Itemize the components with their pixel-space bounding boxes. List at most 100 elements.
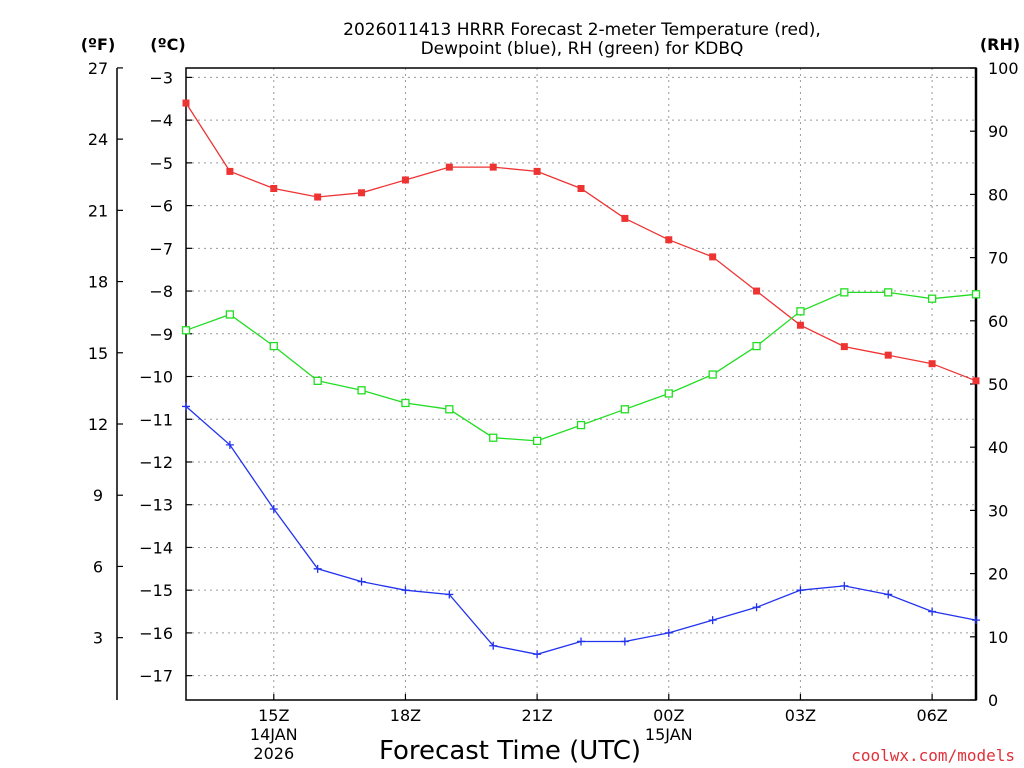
rh-tick-label: 10 bbox=[988, 628, 1008, 647]
rh-tick-label: 90 bbox=[988, 122, 1008, 141]
credit-text: coolwx.com/models bbox=[851, 746, 1015, 765]
temperature-point bbox=[884, 351, 892, 359]
data-series bbox=[181, 99, 981, 659]
fahrenheit-axis-unit: (ºF) bbox=[81, 35, 116, 54]
temperature-point bbox=[840, 343, 848, 351]
celsius-tick-label: −12 bbox=[139, 453, 173, 472]
celsius-tick-label: −6 bbox=[149, 197, 173, 216]
temperature-point bbox=[928, 360, 936, 368]
fahrenheit-tick-label: 15 bbox=[88, 344, 108, 363]
rh-line bbox=[185, 291, 977, 442]
rh-tick-label: 100 bbox=[988, 59, 1019, 78]
celsius-tick-label: −9 bbox=[149, 325, 173, 344]
dewpoint-point bbox=[708, 616, 717, 625]
fahrenheit-tick-label: 24 bbox=[88, 130, 108, 149]
dewpoint-point bbox=[182, 402, 190, 411]
rh-tick-label: 60 bbox=[988, 312, 1008, 331]
x-tick-label: 15Z bbox=[258, 706, 289, 725]
dewpoint-point bbox=[357, 577, 366, 586]
temperature-point bbox=[270, 185, 278, 193]
dewpoint-point bbox=[313, 564, 322, 573]
temperature-point bbox=[445, 163, 453, 171]
x-tick-label: 00Z bbox=[653, 706, 684, 725]
temperature-point bbox=[972, 377, 980, 385]
dewpoint-point bbox=[796, 586, 805, 595]
dewpoint-point bbox=[401, 586, 410, 595]
dewpoint-point bbox=[840, 581, 849, 590]
x-tick-label: 03Z bbox=[785, 706, 816, 725]
temperature-point bbox=[314, 193, 322, 201]
grid-lines bbox=[186, 68, 976, 700]
rh-point bbox=[313, 376, 322, 385]
celsius-tick-label: −16 bbox=[139, 624, 173, 643]
x-tick-label: 21Z bbox=[521, 706, 552, 725]
temperature-point bbox=[533, 167, 541, 175]
dewpoint-point bbox=[225, 440, 234, 449]
dewpoint-point bbox=[884, 590, 893, 599]
temperature-point bbox=[358, 189, 366, 197]
temperature-point bbox=[753, 287, 761, 295]
celsius-tick-label: −4 bbox=[149, 111, 173, 130]
rh-tick-label: 80 bbox=[988, 185, 1008, 204]
rh-point bbox=[576, 420, 586, 430]
rh-axis-unit: (RH) bbox=[980, 35, 1020, 54]
dewpoint-point bbox=[928, 607, 937, 616]
dewpoint-point bbox=[445, 590, 454, 599]
temperature-point bbox=[665, 236, 673, 244]
rh-point bbox=[708, 370, 717, 379]
temperature-line bbox=[185, 102, 977, 382]
rh-point bbox=[971, 290, 981, 299]
celsius-tick-label: −3 bbox=[149, 68, 173, 87]
celsius-tick-label: −5 bbox=[149, 154, 173, 173]
temperature-point bbox=[796, 321, 804, 329]
rh-point bbox=[927, 294, 937, 303]
dewpoint-point bbox=[533, 650, 542, 659]
fahrenheit-tick-label: 6 bbox=[93, 557, 103, 576]
dewpoint-point bbox=[664, 628, 673, 637]
rh-point bbox=[489, 433, 498, 442]
dewpoint-point bbox=[489, 641, 498, 650]
chart-title-line-2: Dewpoint (blue), RH (green) for KDBQ bbox=[421, 39, 744, 59]
rh-point bbox=[401, 398, 410, 408]
x-tick-label: 18Z bbox=[390, 706, 421, 725]
rh-point bbox=[269, 341, 278, 351]
rh-tick-label: 30 bbox=[988, 501, 1008, 520]
temperature-point bbox=[709, 253, 717, 261]
celsius-tick-label: −8 bbox=[149, 282, 173, 301]
dewpoint-point bbox=[972, 616, 980, 625]
rh-point bbox=[796, 307, 805, 316]
rh-point bbox=[181, 326, 191, 335]
temperature-point bbox=[489, 163, 497, 171]
x-tick-year-label: 2026 bbox=[253, 744, 294, 763]
celsius-tick-label: −17 bbox=[139, 667, 173, 686]
x-tick-date-label: 15JAN bbox=[645, 725, 693, 744]
fahrenheit-tick-label: 27 bbox=[88, 59, 108, 78]
temperature-point bbox=[182, 99, 190, 107]
celsius-axis-unit: (ºC) bbox=[150, 35, 185, 54]
rh-point bbox=[445, 405, 454, 414]
dewpoint-point bbox=[577, 637, 585, 646]
x-tick-date-label: 14JAN bbox=[250, 725, 298, 744]
rh-point bbox=[357, 386, 366, 395]
celsius-tick-label: −13 bbox=[139, 496, 173, 515]
fahrenheit-tick-label: 9 bbox=[93, 486, 103, 505]
rh-point bbox=[884, 288, 893, 297]
celsius-tick-label: −11 bbox=[139, 410, 173, 429]
x-tick-label: 06Z bbox=[916, 706, 947, 725]
rh-tick-label: 40 bbox=[988, 438, 1008, 457]
axes: 27 24 21 18 15 12 9 6 3 −3 −4 −5 −6 −7 −8 −9 −10 −11 −12 −1… bbox=[88, 59, 1019, 763]
rh-tick-label: 20 bbox=[988, 565, 1008, 584]
temperature-point bbox=[621, 214, 629, 222]
rh-point bbox=[752, 341, 761, 351]
temperature-point bbox=[226, 167, 234, 175]
plot-frame bbox=[185, 67, 977, 701]
rh-tick-label: 50 bbox=[988, 375, 1008, 394]
fahrenheit-tick-label: 21 bbox=[88, 201, 108, 220]
temperature-point bbox=[401, 176, 409, 184]
temperature-point bbox=[577, 185, 585, 193]
dewpoint-point bbox=[269, 504, 278, 513]
rh-point bbox=[664, 389, 673, 398]
rh-tick-label: 70 bbox=[988, 249, 1008, 268]
celsius-tick-label: −15 bbox=[139, 581, 173, 600]
